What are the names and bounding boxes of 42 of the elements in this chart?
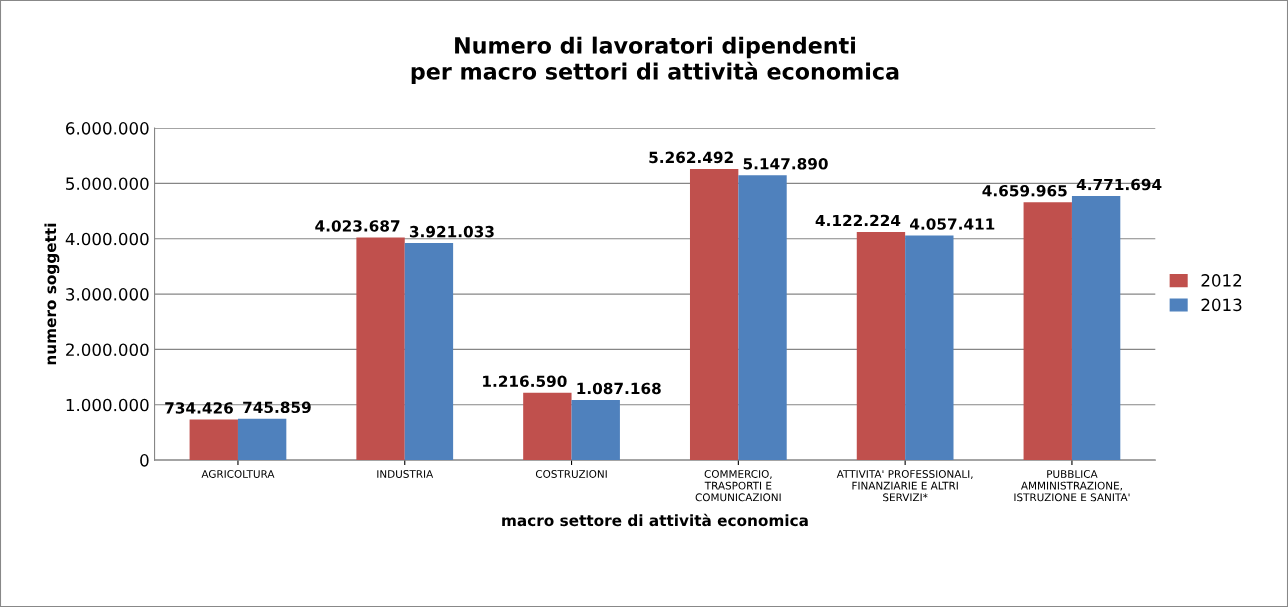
bar (738, 175, 787, 461)
data-label: 4.023.687 (315, 220, 400, 232)
x-tick-label: INDUSTRIA (377, 470, 434, 478)
data-label: 1.087.168 (577, 382, 661, 395)
x-tick-label: PUBBLICA AMMINISTRAZIONE, ISTRUZIONE E SANITA' (1014, 470, 1130, 502)
data-label: 4.057.411 (910, 218, 995, 230)
x-axis-title: macro settore di attività economica (502, 513, 808, 527)
y-axis-title: numero soggetti (44, 223, 60, 365)
chart-title: Numero di lavoratori dipendenti per macro settori di attività economica (411, 36, 899, 85)
data-label: 745.859 (243, 401, 311, 414)
data-label: 5.262.492 (649, 151, 733, 164)
data-label: 4.659.965 (982, 184, 1067, 197)
data-label: 4.771.694 (1076, 178, 1162, 191)
bar (1071, 196, 1121, 461)
x-tick-label: ATTIVITA' PROFESSIONALI, FINANZIARIE E ALTRI SERVIZI* (836, 470, 973, 502)
legend-label: 2012 (1201, 274, 1242, 287)
legend-label: 2013 (1201, 298, 1242, 312)
bar (856, 231, 906, 461)
bar (689, 168, 739, 461)
y-tick-label: 3.000.000 (66, 288, 149, 301)
bar (571, 399, 620, 461)
bar (237, 418, 287, 461)
x-tick-label: COSTRUZIONI (535, 470, 607, 478)
y-tick-label: 5.000.000 (66, 177, 149, 190)
bar (189, 419, 238, 461)
data-label: 1.216.590 (483, 375, 567, 388)
y-tick-label: 6.000.000 (66, 122, 149, 135)
y-tick-label: 1.000.000 (66, 398, 149, 412)
y-tick-label: 2.000.000 (66, 343, 149, 356)
bar (1023, 202, 1072, 461)
y-tick-label: 4.000.000 (65, 232, 149, 246)
data-label: 4.122.224 (815, 214, 901, 227)
bar (523, 392, 572, 461)
data-label: 3.921.033 (409, 225, 494, 238)
bar (905, 235, 954, 461)
x-tick-label: AGRICOLTURA (201, 470, 275, 478)
y-tick-label: 0 (140, 454, 149, 467)
data-label: 5.147.890 (743, 157, 828, 170)
data-label: 734.426 (165, 402, 233, 414)
bar (404, 243, 454, 461)
bar (356, 237, 405, 461)
x-tick-label: COMMERCIO, TRASPORTI E COMUNICAZIONI (695, 470, 781, 502)
